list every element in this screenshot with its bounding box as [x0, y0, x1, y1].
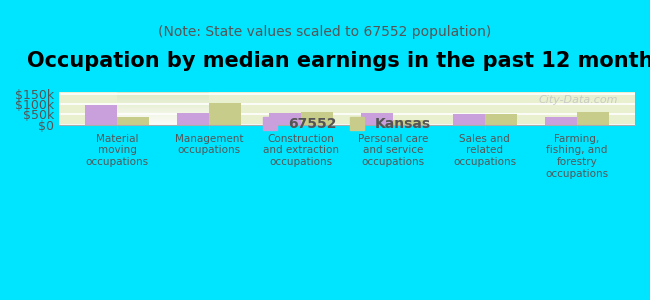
Bar [117, 116, 150, 125]
Bar [452, 115, 485, 125]
Text: City-Data.com: City-Data.com [538, 94, 617, 105]
Bar [361, 113, 393, 125]
Legend: 67552, Kansas: 67552, Kansas [256, 110, 438, 138]
Bar [209, 103, 241, 125]
Text: (Note: State values scaled to 67552 population): (Note: State values scaled to 67552 popu… [159, 25, 491, 39]
Bar [485, 114, 517, 125]
Bar [393, 120, 425, 125]
Title: Occupation by median earnings in the past 12 months: Occupation by median earnings in the pas… [27, 51, 650, 71]
Bar [85, 105, 117, 125]
Bar [577, 112, 609, 125]
Bar [545, 116, 577, 125]
Bar [269, 113, 301, 125]
Bar [177, 113, 209, 125]
Bar [301, 112, 333, 125]
